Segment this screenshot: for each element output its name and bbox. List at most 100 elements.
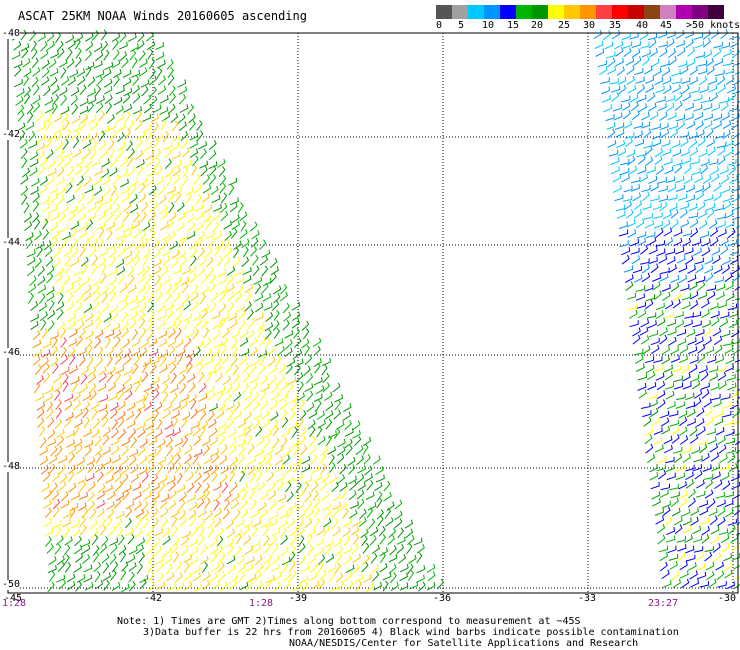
wind-barb [200, 166, 208, 177]
wind-barbs-west-swath [11, 29, 445, 593]
wind-barb [65, 412, 74, 422]
wind-barb [259, 389, 267, 401]
wind-barb [355, 580, 363, 592]
wind-barb [134, 240, 144, 249]
wind-barb [727, 524, 736, 535]
wind-barb [41, 357, 49, 368]
wind-barb [193, 583, 202, 593]
wind-barb [91, 428, 100, 439]
wind-barb [67, 39, 76, 50]
wind-barb [101, 40, 109, 52]
wind-barb [668, 410, 679, 417]
wind-barb [77, 193, 85, 204]
wind-barb [186, 362, 193, 374]
scale-label: 15 [507, 20, 520, 31]
wind-barb [663, 444, 673, 454]
wind-barb [152, 104, 162, 114]
wind-barb [158, 474, 168, 484]
wind-barb [273, 293, 281, 304]
wind-barb [123, 229, 133, 239]
wind-barb [366, 507, 374, 519]
wind-barb [356, 489, 365, 500]
wind-barb [654, 147, 664, 158]
wind-barb [682, 453, 691, 463]
wind-barb [731, 481, 740, 490]
wind-barb [229, 437, 237, 449]
wind-barb [46, 40, 56, 51]
wind-barb [13, 40, 22, 51]
wind-barb [278, 519, 288, 529]
wind-barb [96, 95, 105, 105]
wind-barb [322, 501, 331, 512]
wind-barb [682, 92, 692, 102]
wind-barb [675, 175, 685, 184]
wind-barb [680, 148, 690, 157]
wind-barb [251, 391, 260, 402]
wind-barb [633, 200, 643, 210]
wind-barb [127, 166, 136, 177]
wind-barb [736, 521, 740, 526]
wind-barb [20, 43, 30, 52]
wind-barb [169, 363, 177, 374]
wind-barb [127, 266, 135, 277]
wind-barb [714, 57, 724, 66]
wind-barb [637, 154, 646, 165]
wind-barb [154, 165, 163, 176]
wind-barb [293, 348, 303, 359]
wind-barb [100, 29, 108, 41]
wind-barb [111, 32, 121, 42]
wind-barb [696, 407, 705, 418]
wind-barb [733, 565, 740, 570]
wind-barb [698, 438, 708, 445]
wind-barb [218, 434, 226, 446]
wind-barb [727, 239, 738, 247]
wind-barb [615, 129, 625, 138]
wind-barb [299, 575, 309, 584]
wind-barb [265, 446, 275, 456]
wind-barb [416, 565, 426, 574]
wind-barb [199, 293, 206, 305]
wind-barb [192, 572, 202, 582]
wind-barb [145, 412, 154, 422]
wind-barb [376, 497, 383, 509]
wind-barb [675, 40, 685, 48]
wind-barb [254, 292, 264, 302]
wind-barb [116, 526, 124, 538]
wind-barb [190, 421, 200, 430]
wind-barb [77, 347, 87, 356]
wind-barb [175, 310, 183, 321]
wind-barb [158, 338, 168, 348]
wind-barb [102, 434, 110, 446]
wind-barb [689, 426, 698, 437]
wind-barb [200, 274, 208, 285]
wind-barb [679, 426, 688, 436]
wind-barb [196, 236, 203, 248]
wind-barb [612, 173, 622, 183]
wind-barb [167, 74, 175, 86]
wind-barb [352, 429, 361, 439]
wind-barb [107, 122, 117, 132]
wind-barb [98, 403, 108, 413]
wind-barb [692, 238, 702, 246]
wind-barb [168, 499, 177, 510]
wind-barb [257, 349, 267, 358]
wind-barb [719, 237, 729, 247]
wind-barb [44, 105, 54, 114]
wind-barb [352, 420, 361, 431]
wind-barb [230, 228, 238, 239]
wind-barb [131, 329, 139, 341]
wind-barb [87, 95, 97, 105]
latitude-label: -42 [2, 129, 21, 140]
wind-barb [113, 210, 122, 221]
wind-barb [315, 385, 325, 395]
wind-barb [336, 552, 343, 564]
wind-barb [216, 409, 225, 420]
wind-barb [185, 192, 193, 204]
wind-barb [91, 408, 98, 420]
wind-barb [209, 436, 219, 446]
wind-barb [285, 474, 295, 483]
wind-barb [94, 311, 102, 322]
wind-barb [623, 47, 632, 58]
wind-barb [224, 538, 234, 548]
wind-barb [103, 484, 113, 493]
